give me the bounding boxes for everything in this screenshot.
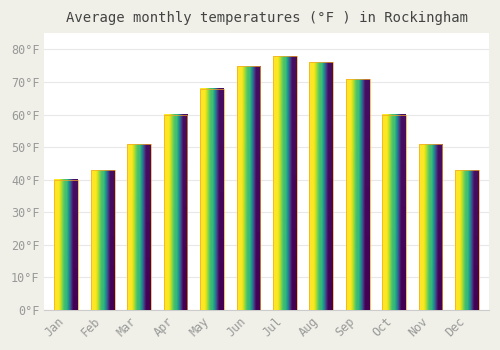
- Title: Average monthly temperatures (°F ) in Rockingham: Average monthly temperatures (°F ) in Ro…: [66, 11, 468, 25]
- Bar: [382, 114, 406, 310]
- Bar: [273, 56, 296, 310]
- Bar: [54, 180, 78, 310]
- Bar: [419, 144, 442, 310]
- Bar: [91, 170, 114, 310]
- Bar: [455, 170, 479, 310]
- Bar: [236, 66, 260, 310]
- Bar: [346, 79, 370, 310]
- Bar: [128, 144, 151, 310]
- Bar: [200, 89, 224, 310]
- Bar: [310, 63, 333, 310]
- Bar: [164, 114, 188, 310]
